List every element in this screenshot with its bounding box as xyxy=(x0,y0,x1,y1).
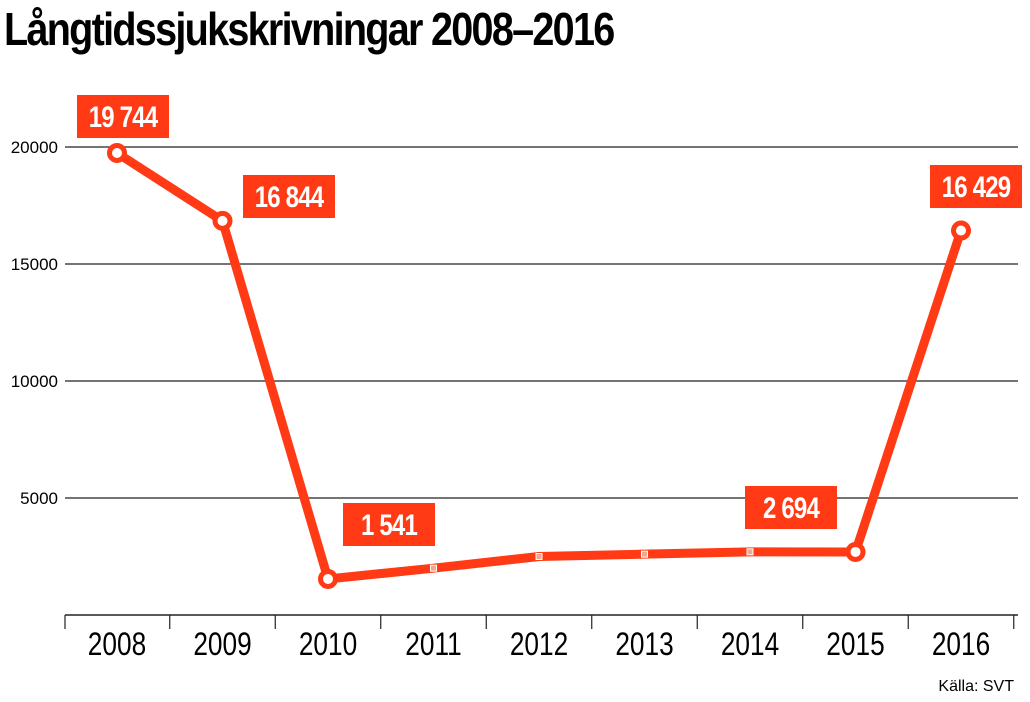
data-labels: 19 744 16 844 1 541 2 694 16 429 xyxy=(77,95,1022,546)
data-label-text: 16 844 xyxy=(255,179,324,213)
x-tick-label: 2013 xyxy=(615,628,673,663)
data-label: 2 694 xyxy=(745,486,837,529)
data-label-box xyxy=(343,503,435,546)
x-tick-label: 2011 xyxy=(405,628,461,663)
data-point xyxy=(107,142,127,163)
data-label-text: 16 429 xyxy=(942,169,1011,203)
x-tick-label: 2010 xyxy=(299,628,357,663)
data-point xyxy=(430,564,437,572)
y-tick-label: 20000 xyxy=(11,138,58,157)
x-tick-label: 2008 xyxy=(88,628,146,663)
data-label-text: 19 744 xyxy=(89,99,158,133)
y-axis-ticks: 5000 10000 15000 20000 xyxy=(11,138,58,508)
y-tick-label: 10000 xyxy=(11,372,58,391)
data-label-box xyxy=(77,95,169,138)
data-label-box xyxy=(745,486,837,529)
data-point xyxy=(535,553,543,560)
data-label-box xyxy=(243,175,335,218)
x-tick-label: 2012 xyxy=(510,628,568,663)
data-point xyxy=(746,548,754,556)
data-point xyxy=(845,541,866,562)
data-point xyxy=(951,220,971,241)
x-axis: 2008 2009 2010 2011 2012 2013 2014 2015 2016 xyxy=(64,614,1018,663)
source-label: Källa: SVT xyxy=(938,678,1014,695)
grid-lines xyxy=(65,146,1018,499)
data-label-text: 2 694 xyxy=(763,490,820,524)
data-label-box xyxy=(930,165,1022,208)
x-tick-label: 2016 xyxy=(932,628,990,663)
data-point xyxy=(318,568,338,589)
y-tick-label: 15000 xyxy=(11,255,58,274)
data-point xyxy=(641,550,648,558)
data-point xyxy=(212,210,233,231)
data-label: 1 541 xyxy=(343,503,435,546)
x-tick-label: 2015 xyxy=(826,628,884,663)
data-label-text: 1 541 xyxy=(361,507,418,541)
data-label: 16 844 xyxy=(243,175,335,218)
x-tick-label: 2014 xyxy=(721,628,779,663)
data-label: 19 744 xyxy=(77,95,169,138)
data-points xyxy=(107,142,971,589)
data-label: 16 429 xyxy=(930,165,1022,208)
chart-title: Långtidssjukskrivningar 2008–2016 xyxy=(4,3,615,55)
y-tick-label: 5000 xyxy=(20,489,58,508)
x-tick-label: 2009 xyxy=(193,628,251,663)
